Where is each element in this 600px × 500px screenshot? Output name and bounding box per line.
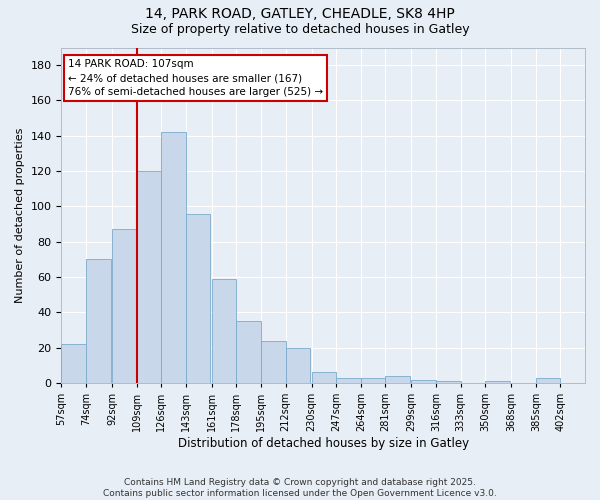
Text: Size of property relative to detached houses in Gatley: Size of property relative to detached ho… <box>131 22 469 36</box>
Text: 14 PARK ROAD: 107sqm
← 24% of detached houses are smaller (167)
76% of semi-deta: 14 PARK ROAD: 107sqm ← 24% of detached h… <box>68 59 323 97</box>
Bar <box>536 378 560 383</box>
Bar <box>412 380 436 383</box>
Bar <box>112 230 137 383</box>
Bar <box>61 344 86 383</box>
Bar <box>137 171 161 383</box>
Bar <box>161 132 186 383</box>
Bar <box>385 376 410 383</box>
X-axis label: Distribution of detached houses by size in Gatley: Distribution of detached houses by size … <box>178 437 469 450</box>
Bar <box>86 260 110 383</box>
Bar <box>336 378 361 383</box>
Bar <box>212 279 236 383</box>
Bar <box>286 348 310 383</box>
Bar <box>436 382 461 383</box>
Text: Contains HM Land Registry data © Crown copyright and database right 2025.
Contai: Contains HM Land Registry data © Crown c… <box>103 478 497 498</box>
Y-axis label: Number of detached properties: Number of detached properties <box>15 128 25 303</box>
Bar <box>311 372 336 383</box>
Text: 14, PARK ROAD, GATLEY, CHEADLE, SK8 4HP: 14, PARK ROAD, GATLEY, CHEADLE, SK8 4HP <box>145 8 455 22</box>
Bar <box>361 378 385 383</box>
Bar <box>186 214 211 383</box>
Bar <box>485 382 510 383</box>
Bar <box>261 340 286 383</box>
Bar <box>236 321 261 383</box>
